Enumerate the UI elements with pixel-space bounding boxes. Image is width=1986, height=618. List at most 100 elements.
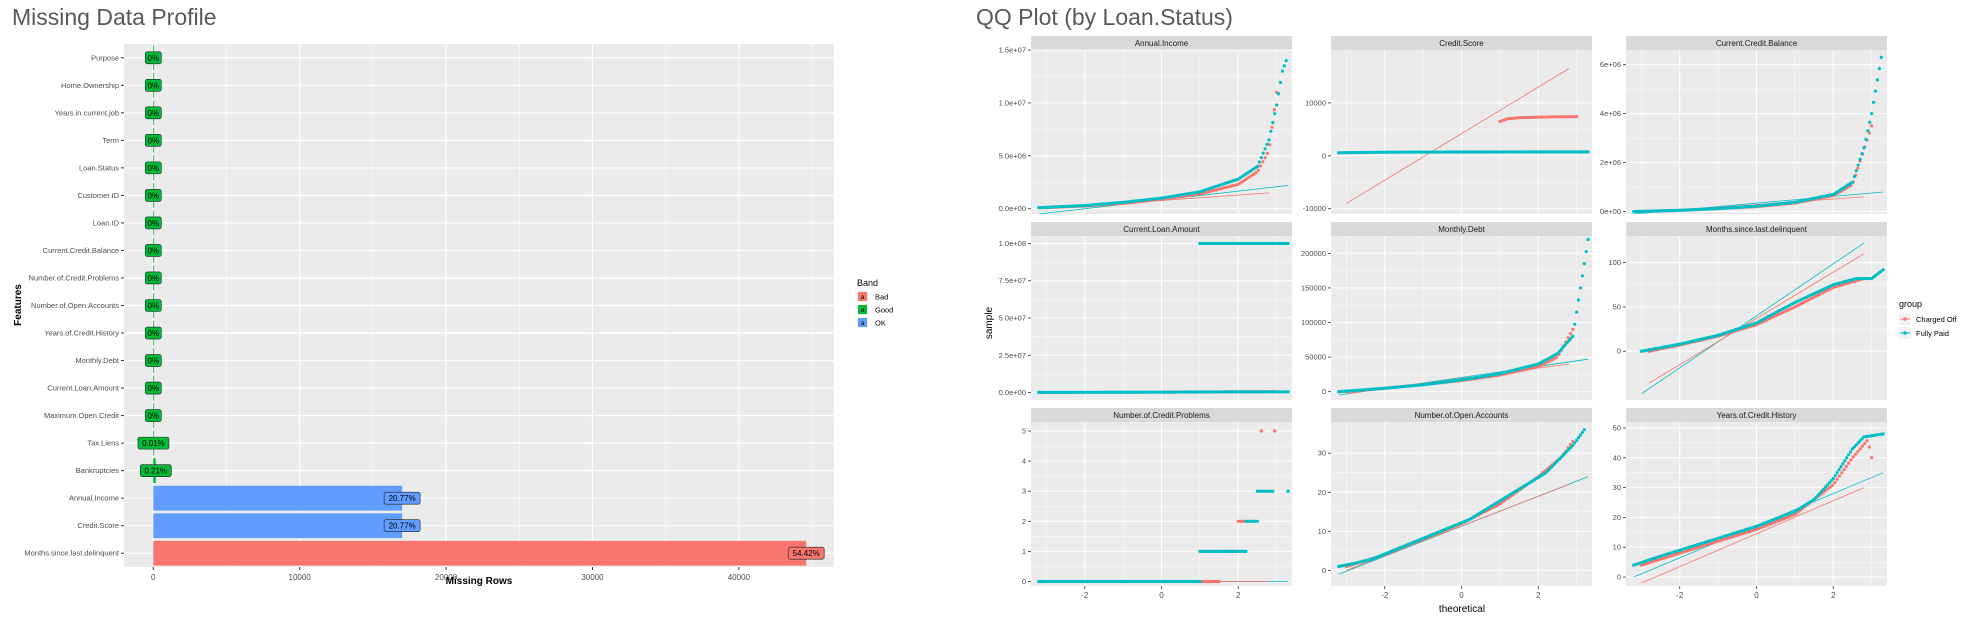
point-fully-paid [1282, 64, 1286, 68]
point-fully-paid [1152, 579, 1156, 584]
point-charged-off [1805, 503, 1809, 507]
point-fully-paid [1421, 150, 1425, 154]
point-fully-paid [1242, 390, 1246, 394]
point-fully-paid [1394, 385, 1398, 389]
point-fully-paid [1225, 181, 1229, 185]
point-charged-off [1747, 205, 1752, 209]
point-fully-paid [1352, 561, 1356, 565]
point-fully-paid [1232, 178, 1237, 182]
point-fully-paid [1722, 206, 1726, 210]
point-fully-paid [1192, 390, 1196, 394]
point-fully-paid [1271, 489, 1275, 493]
point-charged-off [1715, 539, 1719, 544]
point-charged-off [1784, 516, 1789, 520]
point-fully-paid [1866, 276, 1870, 281]
point-fully-paid [1223, 549, 1227, 553]
point-charged-off [1481, 511, 1485, 515]
point-charged-off [1523, 115, 1528, 120]
point-fully-paid [1479, 375, 1483, 379]
point-fully-paid [1373, 556, 1377, 560]
point-charged-off [1846, 281, 1850, 285]
point-fully-paid [1758, 523, 1762, 527]
point-fully-paid [1215, 390, 1219, 394]
point-fully-paid [1789, 302, 1793, 307]
point-fully-paid [1459, 521, 1464, 525]
point-fully-paid [1244, 549, 1248, 553]
point-fully-paid [1714, 537, 1718, 541]
point-charged-off [1730, 330, 1734, 334]
y-tick-label: Current.Loan.Amount [47, 384, 120, 393]
point-fully-paid [1494, 150, 1498, 154]
point-fully-paid [1578, 286, 1583, 290]
point-charged-off [1349, 389, 1353, 393]
point-fully-paid [1075, 579, 1079, 584]
point-fully-paid [1783, 513, 1787, 517]
point-fully-paid [1371, 557, 1375, 561]
point-charged-off [1365, 558, 1369, 562]
point-charged-off [1203, 390, 1208, 394]
point-fully-paid [1121, 579, 1125, 584]
point-charged-off [1485, 375, 1489, 379]
point-charged-off [1232, 549, 1237, 553]
point-fully-paid [1156, 579, 1160, 584]
point-charged-off [1256, 168, 1260, 172]
point-fully-paid [1362, 388, 1366, 392]
panel-background [1626, 236, 1887, 400]
point-charged-off [1787, 515, 1791, 519]
point-fully-paid [1052, 579, 1056, 584]
point-fully-paid [1749, 526, 1753, 530]
point-charged-off [1653, 209, 1657, 213]
point-fully-paid [1672, 208, 1676, 213]
point-fully-paid [1475, 150, 1479, 154]
point-charged-off [1221, 549, 1225, 553]
point-charged-off [1639, 563, 1643, 567]
point-fully-paid [1383, 150, 1387, 154]
point-charged-off [1457, 522, 1462, 526]
point-charged-off [1683, 208, 1687, 212]
reference-line-fully-paid [1633, 472, 1884, 578]
point-fully-paid [1127, 390, 1131, 394]
point-fully-paid [1248, 169, 1252, 174]
point-charged-off [1772, 315, 1776, 319]
point-charged-off [1150, 198, 1154, 202]
point-fully-paid [1278, 80, 1283, 85]
point-charged-off [1498, 119, 1502, 124]
bar-value-label: 0% [147, 412, 159, 421]
point-fully-paid [1573, 441, 1577, 445]
point-fully-paid [1678, 208, 1682, 212]
point-fully-paid [1271, 120, 1275, 125]
point-charged-off [1718, 539, 1722, 543]
point-charged-off [1647, 349, 1651, 353]
point-fully-paid [1633, 562, 1638, 567]
point-charged-off [1386, 551, 1390, 556]
point-fully-paid [1117, 201, 1121, 205]
point-fully-paid [1358, 388, 1362, 392]
point-fully-paid [1237, 241, 1241, 246]
point-fully-paid [1340, 389, 1345, 394]
point-fully-paid [1841, 280, 1845, 284]
point-fully-paid [1046, 390, 1050, 394]
point-fully-paid [1173, 194, 1177, 198]
point-fully-paid [1774, 311, 1778, 315]
point-fully-paid [1221, 182, 1225, 186]
point-charged-off [1379, 386, 1383, 391]
point-charged-off [1737, 328, 1741, 332]
point-fully-paid [1161, 579, 1166, 584]
point-charged-off [1773, 520, 1777, 524]
point-charged-off [1731, 206, 1736, 210]
point-fully-paid [1229, 241, 1233, 246]
point-fully-paid [1360, 150, 1364, 155]
point-charged-off [1430, 381, 1434, 386]
point-charged-off [1508, 371, 1513, 375]
point-fully-paid [1448, 379, 1452, 383]
point-charged-off [1344, 390, 1348, 394]
point-charged-off [1561, 115, 1565, 119]
point-fully-paid [1494, 501, 1498, 505]
point-fully-paid [1102, 579, 1106, 584]
point-charged-off [1226, 185, 1230, 189]
point-fully-paid [1729, 532, 1734, 536]
point-fully-paid [1060, 204, 1064, 209]
point-charged-off [1427, 382, 1432, 386]
point-charged-off [1511, 370, 1515, 374]
point-fully-paid [1265, 489, 1269, 493]
